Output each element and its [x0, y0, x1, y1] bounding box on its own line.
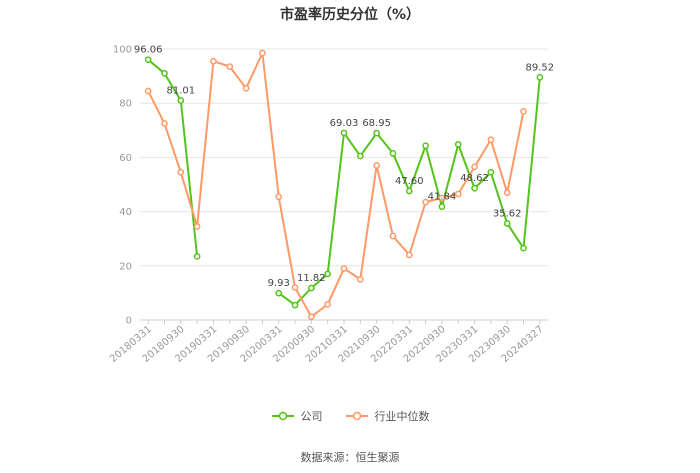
data-point	[422, 198, 429, 206]
legend-marker	[352, 411, 361, 421]
data-point	[520, 107, 527, 115]
legend-swatch	[271, 411, 294, 421]
data-point	[389, 149, 397, 157]
data-point	[405, 187, 413, 195]
data-point	[226, 63, 234, 70]
series-line-2	[147, 52, 525, 318]
data-label: 11.82	[297, 273, 326, 284]
legend-swatch	[345, 411, 368, 421]
data-point	[308, 313, 315, 321]
y-tick-label: 20	[119, 261, 132, 272]
data-point	[340, 129, 348, 137]
data-label: 47.60	[395, 176, 424, 187]
data-point	[536, 74, 544, 81]
data-point	[520, 244, 527, 252]
data-point	[340, 265, 348, 272]
data-point	[275, 289, 283, 297]
legend-item[interactable]: 行业中位数	[345, 408, 430, 424]
data-point	[422, 142, 429, 150]
data-point	[487, 168, 495, 176]
data-label: 9.93	[268, 278, 290, 289]
y-tick-label: 0	[126, 316, 132, 327]
y-tick-label: 60	[119, 153, 132, 164]
data-point	[161, 120, 168, 127]
data-point	[144, 87, 152, 95]
y-tick-label: 80	[119, 99, 132, 110]
data-label: 89.52	[526, 62, 555, 73]
legend[interactable]: 公司 行业中位数	[0, 408, 700, 424]
data-label: 41.84	[428, 192, 457, 203]
y-tick-label: 40	[119, 207, 132, 218]
data-point	[144, 56, 152, 64]
data-point	[487, 136, 495, 144]
data-point	[438, 203, 446, 210]
data-point	[177, 97, 185, 104]
legend-item[interactable]: 公司	[271, 408, 323, 424]
data-point	[177, 168, 185, 176]
legend-label: 公司	[300, 410, 323, 423]
data-point	[210, 57, 217, 65]
data-point	[259, 49, 266, 57]
data-point	[193, 223, 201, 230]
chart-title: 市盈率历史分位（%）	[279, 7, 421, 23]
data-point	[454, 141, 462, 148]
data-point	[193, 252, 201, 260]
data-point	[242, 84, 250, 92]
data-source: 数据来源：恒生聚源	[300, 451, 400, 464]
data-point	[405, 251, 413, 259]
data-point	[275, 193, 283, 201]
data-point	[324, 300, 332, 308]
data-label: 81.01	[166, 85, 195, 96]
data-point	[389, 232, 397, 240]
data-point	[161, 70, 168, 77]
data-point	[291, 284, 299, 291]
data-label: 69.03	[330, 118, 359, 129]
series-line-1	[147, 58, 199, 257]
data-point	[503, 220, 511, 227]
data-point	[356, 276, 364, 283]
data-point	[308, 284, 315, 292]
data-point	[503, 189, 511, 196]
legend-label: 行业中位数	[374, 410, 430, 423]
data-label: 96.06	[134, 45, 163, 56]
data-point	[373, 162, 380, 169]
data-point	[454, 190, 462, 198]
data-point	[356, 152, 364, 160]
data-label: 35.62	[493, 208, 522, 219]
data-point	[471, 163, 478, 171]
data-point	[471, 184, 478, 192]
y-tick-label: 100	[113, 45, 132, 56]
data-label: 48.62	[460, 173, 489, 184]
data-label: 68.95	[362, 118, 391, 129]
data-point	[438, 194, 446, 202]
data-point	[324, 270, 332, 278]
legend-marker	[278, 411, 287, 421]
data-point	[291, 301, 299, 309]
data-point	[373, 129, 380, 137]
